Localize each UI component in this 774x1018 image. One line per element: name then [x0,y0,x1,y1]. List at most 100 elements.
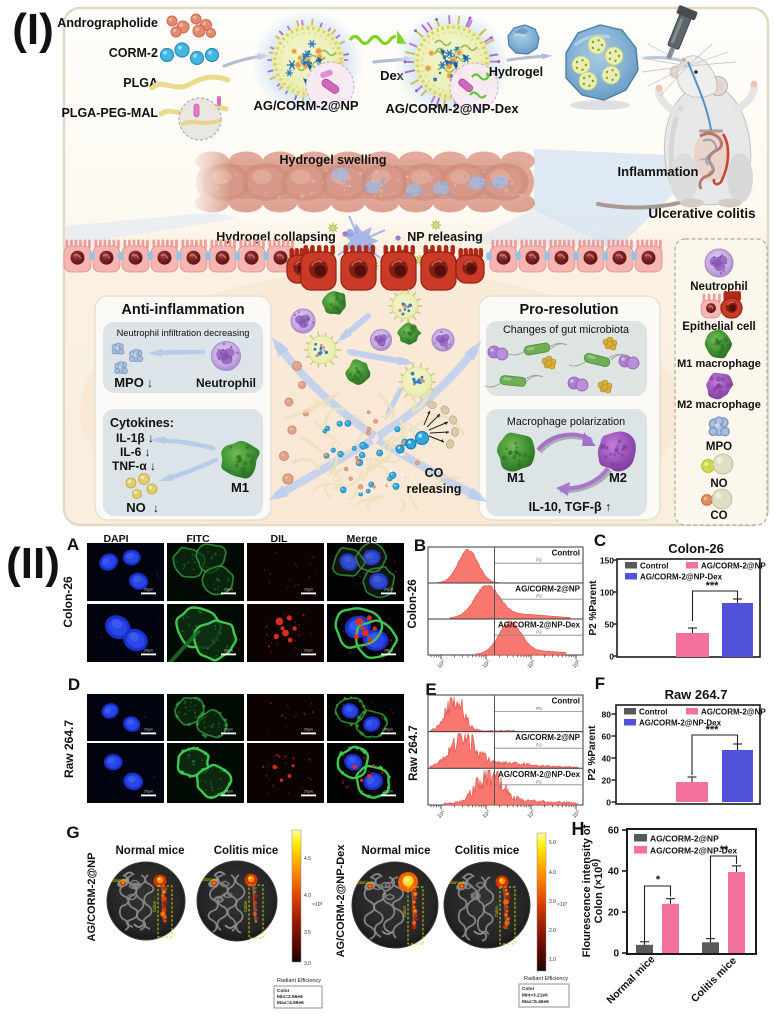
svg-text:Colon: Colon [494,905,499,917]
svg-text:40: 40 [602,754,612,764]
svg-text:Control: Control [639,708,667,717]
svg-text:Cytokines:: Cytokines: [110,416,174,430]
svg-text:Stomach: Stomach [112,878,129,883]
svg-text:Merge: Merge [347,533,378,545]
svg-text:M2 macrophage: M2 macrophage [677,399,761,411]
svg-text:A: A [67,535,79,554]
svg-text:50: 50 [605,620,615,630]
svg-text:Colitis mice: Colitis mice [455,845,520,857]
svg-text:M1 macrophage: M1 macrophage [677,358,761,370]
svg-text:G: G [66,823,79,842]
svg-text:Neutrophil: Neutrophil [690,281,748,293]
svg-text:5.0: 5.0 [549,840,556,846]
svg-text:NP releasing: NP releasing [407,230,483,244]
svg-text:3.0: 3.0 [304,961,311,967]
svg-text:Raw 264.7: Raw 264.7 [408,725,420,781]
svg-text:Ulcerative colitis: Ulcerative colitis [648,206,755,221]
svg-text:0: 0 [609,652,614,662]
svg-text:*: * [656,874,661,886]
svg-text:AG/CORM-2@NP: AG/CORM-2@NP [701,708,766,717]
svg-text:Max=5.46e6: Max=5.46e6 [522,999,549,1005]
svg-text:TNF-α ↓: TNF-α ↓ [112,459,156,473]
svg-text:80: 80 [602,710,612,720]
svg-text:↓: ↓ [153,501,159,515]
svg-text:releasing: releasing [407,482,462,496]
svg-text:AG/CORM-2@NP-Dex: AG/CORM-2@NP-Dex [498,770,581,779]
svg-text:Stomach: Stomach [202,877,219,882]
svg-text:Colon-26: Colon-26 [61,576,75,628]
svg-text:IL-6 ↓: IL-6 ↓ [120,445,151,459]
svg-text:MPO: MPO [114,375,144,390]
svg-text:20μm: 20μm [304,649,313,653]
svg-text:P2: P2 [536,630,542,635]
svg-text:Stomach: Stomach [449,880,466,885]
svg-text:60: 60 [602,732,612,742]
svg-text:Colitis mice: Colitis mice [214,845,279,857]
svg-text:×107: ×107 [557,902,567,909]
svg-text:Colon: Colon [402,905,407,917]
svg-text:↓: ↓ [147,376,153,390]
svg-text:CO: CO [425,466,444,480]
svg-text:Colon-26: Colon-26 [668,541,724,556]
svg-text:20μm: 20μm [384,649,393,653]
svg-text:150: 150 [600,556,614,566]
svg-text:Macrophage polarization: Macrophage polarization [507,416,625,428]
svg-text:Hydrogel: Hydrogel [489,65,543,79]
svg-text:4.5: 4.5 [304,856,311,862]
svg-text:DIL: DIL [271,533,289,545]
svg-text:FITC: FITC [186,533,210,545]
svg-text:Neutrophil: Neutrophil [196,376,256,390]
svg-text:C: C [594,531,606,550]
svg-text:P2: P2 [536,594,542,599]
svg-text:(II): (II) [6,539,60,588]
svg-text:Epithelial cell: Epithelial cell [682,321,756,333]
svg-text:D: D [68,675,80,694]
svg-text:P2: P2 [536,558,542,563]
svg-text:Color: Color [277,988,290,994]
svg-text:20: 20 [608,908,620,919]
svg-text:Max=4.96e6: Max=4.96e6 [277,1000,304,1006]
svg-text:CO: CO [710,510,727,522]
svg-text:AG/CORM-2@NP: AG/CORM-2@NP [515,733,580,742]
svg-text:AG/CORM-2@NP: AG/CORM-2@NP [650,834,719,844]
svg-text:Colon: Colon [152,900,157,912]
svg-text:20μm: 20μm [304,588,313,592]
svg-text:20μm: 20μm [224,588,233,592]
svg-text:20μm: 20μm [384,588,393,592]
svg-text:H: H [572,819,585,839]
svg-text:AG/CORM-2@NP-Dex: AG/CORM-2@NP-Dex [650,846,737,856]
svg-text:4.0: 4.0 [549,870,556,876]
svg-text:AG/CORM-2@NP: AG/CORM-2@NP [701,562,766,571]
svg-text:AG/CORM-2@NP: AG/CORM-2@NP [253,98,358,113]
svg-text:Pro-resolution: Pro-resolution [519,302,618,318]
svg-text:Hydrogel swelling: Hydrogel swelling [280,153,387,167]
svg-text:20μm: 20μm [144,588,153,592]
svg-text:20μm: 20μm [144,728,153,732]
svg-text:4.0: 4.0 [304,893,311,899]
svg-text:***: *** [706,724,720,736]
svg-text:***: *** [706,580,720,592]
svg-text:Normal mice: Normal mice [115,845,184,857]
svg-text:E: E [425,680,436,699]
svg-text:20μm: 20μm [384,790,393,794]
svg-text:Control: Control [552,549,580,558]
svg-text:Stomach: Stomach [357,880,374,885]
svg-text:(I): (I) [12,5,54,54]
svg-text:IL-10, TGF-β ↑: IL-10, TGF-β ↑ [529,500,612,514]
svg-text:M2: M2 [609,470,627,485]
svg-text:20μm: 20μm [144,649,153,653]
svg-text:Inflammation: Inflammation [618,164,699,179]
svg-text:P2: P2 [536,779,542,784]
svg-text:Flourescence intensity of: Flourescence intensity of [581,824,593,957]
svg-text:60: 60 [608,826,620,837]
svg-text:Raw 264.7: Raw 264.7 [665,687,728,702]
svg-text:0: 0 [613,949,619,960]
svg-text:1.0: 1.0 [549,957,556,963]
svg-text:AG/CORM-2@NP-Dex: AG/CORM-2@NP-Dex [639,719,722,728]
svg-text:NO: NO [710,478,727,490]
svg-text:Control: Control [552,697,580,706]
svg-text:F: F [595,674,605,693]
svg-text:20μm: 20μm [144,790,153,794]
svg-text:Min=3.21e6: Min=3.21e6 [522,993,548,999]
svg-text:AG/CORM-2@NP: AG/CORM-2@NP [515,585,580,594]
